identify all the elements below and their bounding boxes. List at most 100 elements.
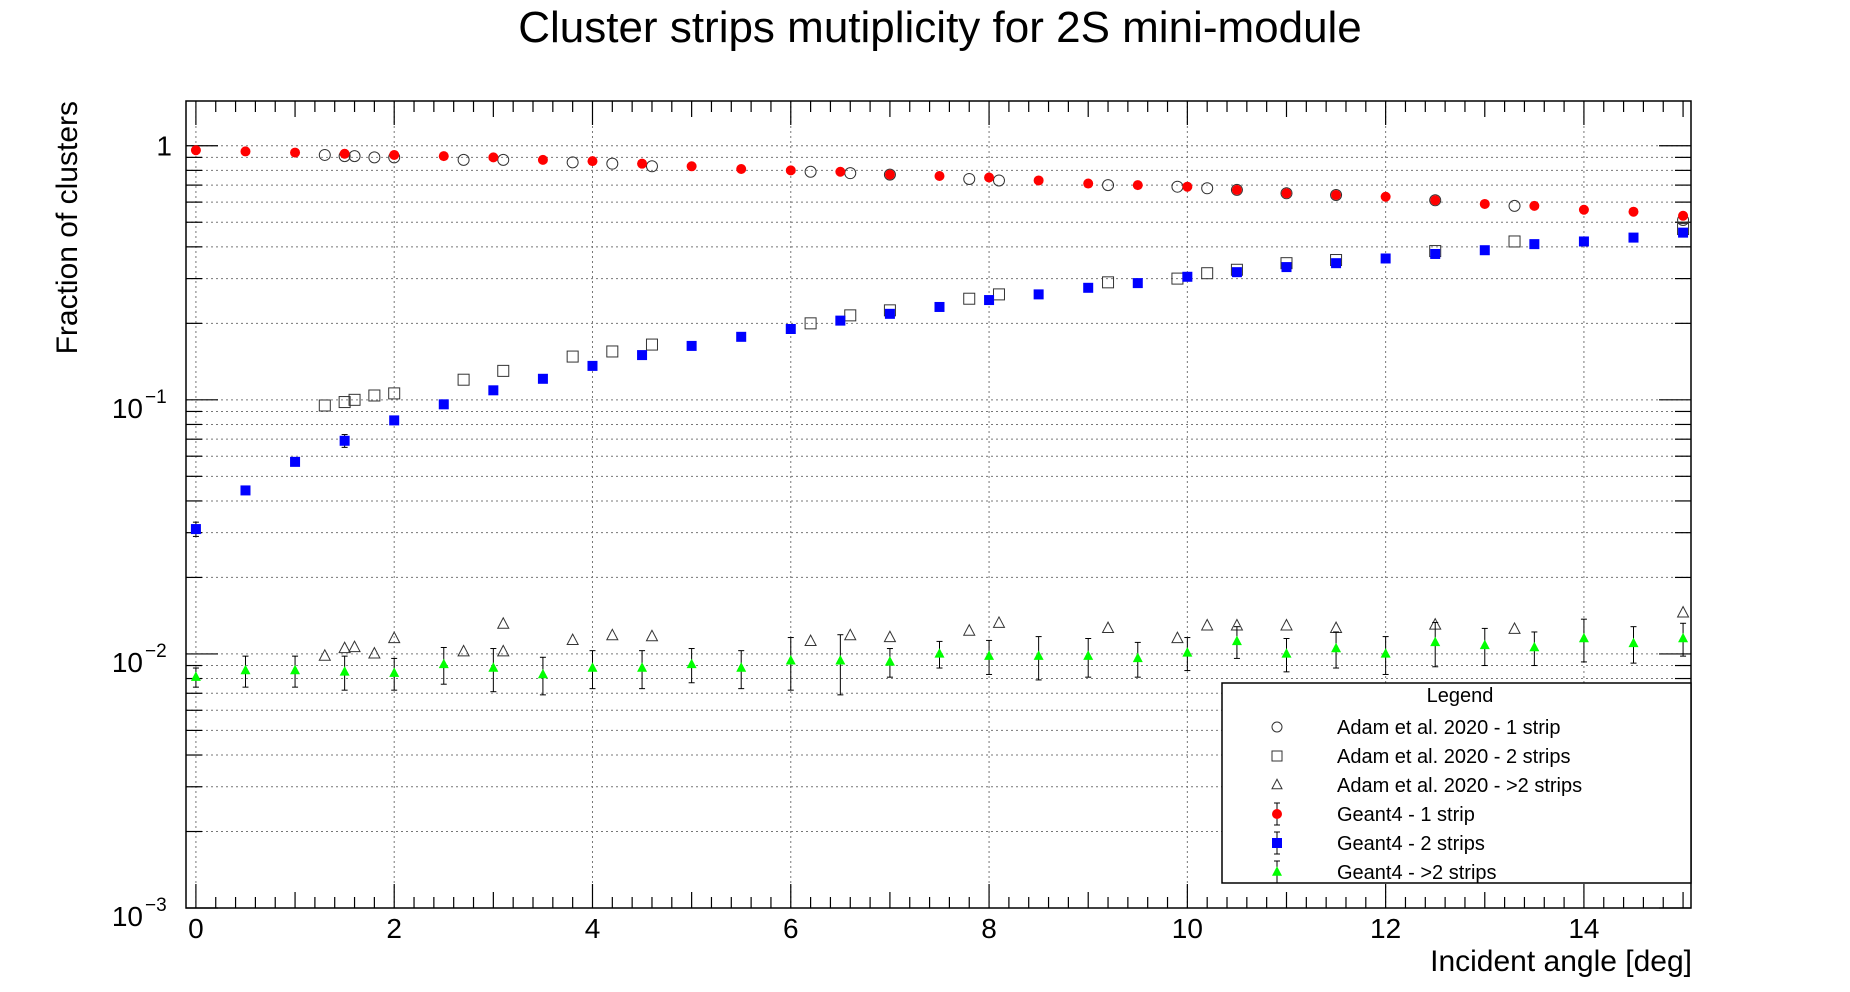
- data-point: [736, 331, 747, 342]
- data-point: [1272, 809, 1282, 819]
- data-point: [389, 667, 400, 677]
- data-point: [1231, 635, 1242, 646]
- data-point: [835, 315, 846, 326]
- data-point: [537, 668, 548, 679]
- data-point: [1529, 239, 1540, 250]
- data-point: [1272, 866, 1282, 876]
- data-point: [1230, 183, 1243, 196]
- data-point: [934, 648, 945, 658]
- data-point: [1271, 721, 1283, 733]
- data-point: [883, 630, 897, 643]
- data-point: [1083, 282, 1094, 293]
- data-point: [1678, 227, 1689, 238]
- data-point: [457, 373, 470, 386]
- legend-label: Adam et al. 2020 - 1 strip: [1337, 717, 1560, 739]
- series-1: [318, 148, 1690, 227]
- data-point: [1281, 188, 1292, 199]
- data-point: [1101, 621, 1115, 634]
- data-point: [1529, 641, 1540, 652]
- data-point: [992, 288, 1005, 301]
- data-point: [686, 658, 697, 669]
- axis-ticks: [186, 101, 1691, 909]
- data-point: [1380, 253, 1391, 264]
- data-point: [338, 396, 351, 409]
- data-point: [1182, 647, 1193, 657]
- data-point: [1132, 652, 1143, 663]
- plot-frame: [185, 100, 1692, 909]
- data-point: [1329, 621, 1343, 634]
- data-point: [1678, 632, 1689, 643]
- data-point: [645, 160, 658, 173]
- data-point: [606, 157, 619, 170]
- data-point: [637, 350, 648, 361]
- x-tick-label: 2: [386, 913, 402, 944]
- data-point: [1083, 178, 1094, 189]
- data-point: [1508, 621, 1521, 634]
- data-point: [963, 292, 976, 305]
- data-point: [1479, 639, 1490, 650]
- series-6: [190, 618, 1689, 696]
- data-point: [934, 171, 945, 182]
- legend-label: Geant4 - 1 strip: [1337, 804, 1475, 826]
- data-point: [804, 634, 817, 647]
- data-point: [1578, 204, 1589, 215]
- data-point: [1200, 618, 1214, 631]
- data-point: [1578, 632, 1589, 643]
- data-point: [637, 662, 648, 672]
- data-point: [1676, 605, 1690, 618]
- data-point: [984, 172, 995, 183]
- data-point: [488, 662, 499, 672]
- data-point: [1430, 195, 1441, 206]
- data-point: [290, 456, 301, 467]
- y-axis-label: Fraction of clusters: [51, 101, 84, 354]
- data-point: [934, 301, 945, 312]
- data-point: [736, 163, 747, 174]
- legend-label: Geant4 - >2 strips: [1337, 862, 1497, 884]
- data-point: [637, 158, 648, 169]
- data-marks: [190, 145, 1690, 696]
- data-point: [1628, 232, 1639, 243]
- data-point: [605, 628, 619, 641]
- data-point: [368, 151, 381, 164]
- data-point: [389, 149, 400, 160]
- data-point: [1380, 648, 1391, 658]
- data-point: [1331, 258, 1342, 269]
- data-point: [963, 172, 976, 185]
- y-tick-label: 1: [156, 131, 172, 162]
- legend-entry: Geant4 - 2 strips: [1272, 831, 1485, 855]
- data-point: [884, 169, 895, 180]
- data-point: [1281, 262, 1292, 273]
- data-point: [389, 415, 400, 426]
- data-point: [606, 345, 619, 358]
- y-tick-exponent: −3: [145, 895, 167, 916]
- data-point: [992, 615, 1006, 628]
- x-tick-label: 4: [585, 913, 601, 944]
- legend-entry: Adam et al. 2020 - 1 strip: [1271, 717, 1560, 739]
- data-point: [438, 658, 449, 669]
- data-point: [1132, 180, 1143, 191]
- data-point: [884, 656, 895, 666]
- data-point: [1628, 637, 1639, 648]
- data-point: [1281, 648, 1292, 658]
- data-point: [318, 648, 332, 661]
- x-tick-label: 10: [1172, 913, 1203, 944]
- data-point: [339, 666, 350, 676]
- data-point: [387, 631, 401, 644]
- data-point: [1280, 618, 1293, 631]
- data-point: [1331, 189, 1342, 200]
- data-point: [348, 393, 361, 406]
- data-point: [496, 644, 510, 657]
- x-axis-label: Incident angle [deg]: [1430, 945, 1692, 978]
- data-point: [566, 350, 579, 363]
- data-point: [438, 151, 449, 162]
- legend-entry: Adam et al. 2020 - 2 strips: [1271, 746, 1570, 768]
- data-point: [1271, 778, 1283, 790]
- data-point: [1182, 271, 1193, 282]
- data-point: [785, 324, 796, 335]
- y-tick-label: 10: [112, 393, 143, 424]
- legend-entries: Adam et al. 2020 - 1 strip Adam et al. 20…: [1271, 717, 1582, 884]
- data-point: [1272, 838, 1282, 848]
- legend-entry: Adam et al. 2020 - >2 strips: [1271, 775, 1582, 797]
- data-point: [1479, 245, 1490, 256]
